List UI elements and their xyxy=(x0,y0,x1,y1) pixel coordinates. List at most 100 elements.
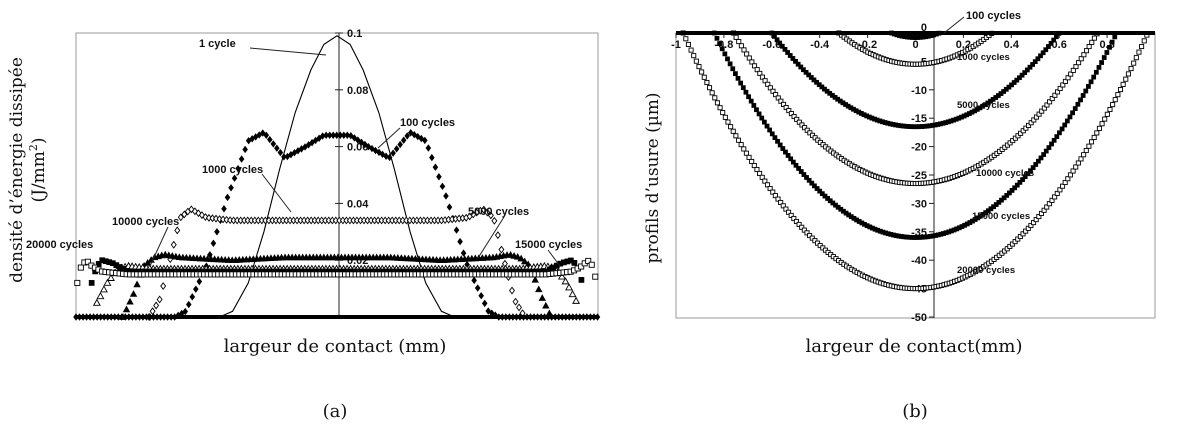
data-point xyxy=(1017,180,1023,185)
data-point xyxy=(149,307,156,316)
data-point xyxy=(787,53,793,58)
data-point xyxy=(795,61,801,67)
data-point xyxy=(1110,102,1116,108)
data-point xyxy=(741,47,747,53)
data-point xyxy=(407,129,414,137)
data-point xyxy=(1070,168,1076,174)
data-point xyxy=(786,108,792,114)
data-point xyxy=(1033,162,1039,167)
data-point xyxy=(744,51,750,57)
data-point xyxy=(210,239,217,248)
data-point xyxy=(1101,55,1107,60)
data-point xyxy=(568,289,577,298)
panel-a-series xyxy=(73,35,601,321)
data-point xyxy=(1112,97,1118,103)
data-point xyxy=(422,136,428,145)
data-point xyxy=(1004,193,1010,198)
data-point xyxy=(1078,56,1084,62)
data-point xyxy=(762,178,768,184)
data-point xyxy=(1080,93,1086,98)
data-point xyxy=(1054,190,1060,196)
data-point xyxy=(1078,97,1083,103)
data-point xyxy=(439,182,446,191)
data-point xyxy=(804,230,810,236)
data-point xyxy=(785,50,790,55)
data-point xyxy=(185,300,192,309)
data-point xyxy=(777,142,783,148)
data-point xyxy=(224,193,231,202)
data-point xyxy=(453,226,460,234)
data-point xyxy=(572,296,581,304)
data-point xyxy=(735,75,741,81)
data-point xyxy=(1054,134,1060,139)
data-point xyxy=(99,285,108,293)
series-15000-cycles xyxy=(711,30,1118,240)
data-point xyxy=(775,95,781,101)
data-point xyxy=(1123,76,1129,82)
y-tick-label: 0 xyxy=(921,22,927,34)
data-point xyxy=(1057,85,1063,91)
data-point xyxy=(1089,139,1095,145)
data-point xyxy=(714,100,720,106)
data-point xyxy=(221,205,227,213)
data-point xyxy=(730,66,736,72)
annotation-15000-cycles: 15000 cycles xyxy=(515,239,582,251)
data-point xyxy=(274,144,280,152)
data-point xyxy=(783,149,788,155)
data-point xyxy=(1062,179,1068,186)
data-point xyxy=(1107,44,1112,50)
data-point xyxy=(1115,92,1121,98)
data-point xyxy=(754,107,759,113)
data-point xyxy=(725,56,730,62)
data-point xyxy=(216,215,223,223)
data-point xyxy=(751,103,757,108)
data-point xyxy=(764,182,771,188)
data-point xyxy=(188,205,195,214)
panel-a-xlabel: largeur de contact (mm) xyxy=(224,336,447,357)
data-point xyxy=(812,183,817,189)
data-point xyxy=(759,74,765,80)
data-point xyxy=(790,56,796,61)
data-point xyxy=(1046,44,1051,49)
data-point xyxy=(803,69,809,75)
data-point xyxy=(1083,48,1090,54)
data-point xyxy=(743,150,749,156)
data-point xyxy=(1031,117,1037,123)
data-point xyxy=(478,292,484,300)
data-point xyxy=(717,105,723,111)
data-point xyxy=(1036,214,1042,220)
data-point xyxy=(1075,101,1081,107)
annotation-b-15000-cycles: 15000 cycles xyxy=(972,211,1030,222)
data-point xyxy=(691,53,697,59)
data-point xyxy=(542,301,550,309)
data-point xyxy=(764,123,770,129)
y-tick-label: -30 xyxy=(911,198,927,210)
data-point xyxy=(1036,111,1042,117)
data-point xyxy=(1031,220,1037,226)
data-point xyxy=(756,111,762,117)
y-tick-label: 0.04 xyxy=(347,198,369,210)
data-point xyxy=(1022,70,1028,75)
panel-a-caption: (a) xyxy=(323,401,348,422)
data-point xyxy=(809,180,815,186)
data-point xyxy=(1112,34,1118,40)
data-point xyxy=(1089,39,1095,45)
data-point xyxy=(741,146,747,152)
data-point xyxy=(796,166,802,171)
data-point xyxy=(1117,87,1124,93)
data-point xyxy=(1043,47,1049,53)
data-point xyxy=(804,175,809,180)
data-point xyxy=(1059,126,1065,132)
y-tick-label: 0.08 xyxy=(347,85,368,97)
data-point xyxy=(730,128,736,134)
data-point xyxy=(84,258,91,265)
data-point xyxy=(1102,116,1108,122)
data-point xyxy=(156,295,163,304)
data-point xyxy=(344,131,351,139)
data-point xyxy=(578,263,585,270)
data-point xyxy=(1091,35,1097,41)
data-point xyxy=(277,148,284,157)
data-point xyxy=(1039,108,1045,114)
y-tick-label: -25 xyxy=(911,170,927,182)
